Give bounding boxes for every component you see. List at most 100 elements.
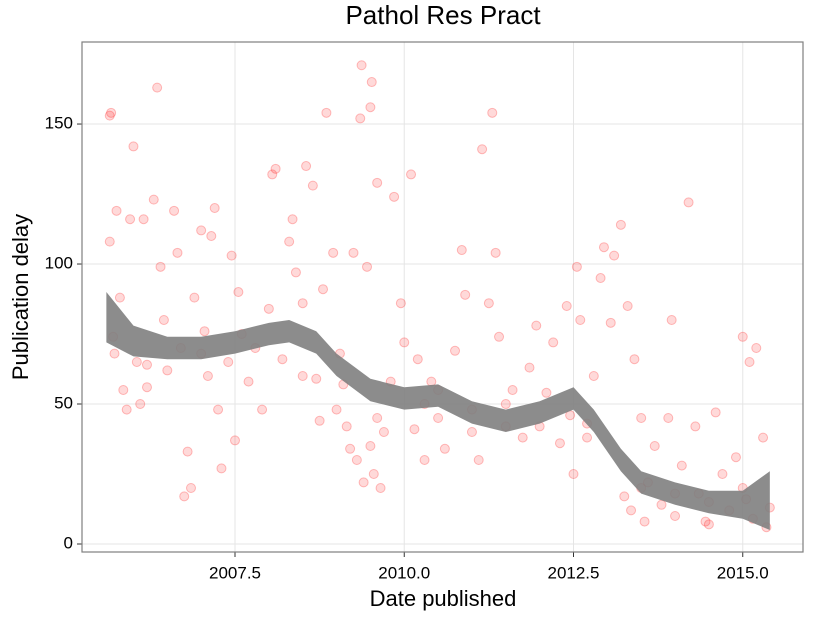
point (125, 214, 136, 225)
point (636, 413, 647, 424)
point (717, 468, 728, 479)
point (362, 261, 373, 272)
point (158, 315, 169, 326)
point (172, 247, 183, 258)
point (185, 482, 196, 493)
point (114, 292, 125, 303)
point (345, 443, 356, 454)
point (412, 354, 423, 365)
point (531, 320, 542, 331)
point (179, 491, 190, 502)
point (568, 468, 579, 479)
point (257, 404, 268, 415)
point (395, 298, 406, 309)
point (301, 161, 312, 172)
point (135, 399, 146, 410)
point (399, 337, 410, 348)
point (109, 348, 120, 359)
point (649, 441, 660, 452)
point (138, 214, 149, 225)
y-tick-label: 150 (45, 114, 73, 133)
point (328, 247, 339, 258)
x-axis-label: Date published (370, 586, 517, 611)
point (758, 432, 769, 443)
point (466, 427, 477, 438)
point (582, 432, 593, 443)
point (487, 107, 498, 118)
point (311, 373, 322, 384)
point (477, 144, 488, 155)
point (297, 371, 308, 382)
point (141, 359, 152, 370)
point (182, 446, 193, 457)
x-tick-label: 2015.0 (717, 563, 769, 582)
plot-frame (81, 41, 804, 553)
point (639, 516, 650, 527)
point (148, 194, 159, 205)
x-tick-label: 2012.5 (547, 563, 599, 582)
point (152, 82, 163, 93)
point (372, 177, 383, 188)
point (517, 432, 528, 443)
point (277, 354, 288, 365)
point (507, 385, 518, 396)
point (737, 331, 748, 342)
point (351, 455, 362, 466)
point (104, 110, 115, 121)
point (206, 231, 217, 242)
point (287, 214, 298, 225)
point (619, 491, 630, 502)
point (622, 301, 633, 312)
point (375, 482, 386, 493)
point (233, 287, 244, 298)
point (683, 197, 694, 208)
point (524, 362, 535, 373)
point (663, 413, 674, 424)
y-tick-label: 50 (54, 393, 73, 412)
point (162, 365, 173, 376)
point (348, 247, 359, 258)
point (751, 343, 762, 354)
point (355, 113, 366, 124)
point (341, 421, 352, 432)
point (389, 191, 400, 202)
point (494, 331, 505, 342)
point (730, 452, 741, 463)
point (609, 250, 620, 261)
point (331, 404, 342, 415)
point (541, 387, 552, 398)
point (433, 413, 444, 424)
point (209, 203, 220, 214)
point (490, 247, 501, 258)
point (626, 505, 637, 516)
point (118, 385, 129, 396)
point (216, 463, 227, 474)
point (561, 301, 572, 312)
point (500, 399, 511, 410)
point (588, 371, 599, 382)
point (670, 510, 681, 521)
point (744, 357, 755, 368)
smooth-band (106, 292, 770, 530)
point (106, 107, 117, 118)
point (605, 317, 616, 328)
point (141, 382, 152, 393)
point (230, 435, 241, 446)
point (297, 298, 308, 309)
point (358, 477, 369, 488)
point (554, 438, 565, 449)
x-tick-label: 2010.0 (378, 563, 430, 582)
point (700, 516, 711, 527)
point (307, 180, 318, 191)
point (690, 421, 701, 432)
point (314, 415, 325, 426)
point (548, 337, 559, 348)
point (270, 163, 281, 174)
point (629, 354, 640, 365)
point (483, 298, 494, 309)
point (460, 289, 471, 300)
point (243, 376, 254, 387)
point (406, 169, 417, 180)
point (666, 315, 677, 326)
